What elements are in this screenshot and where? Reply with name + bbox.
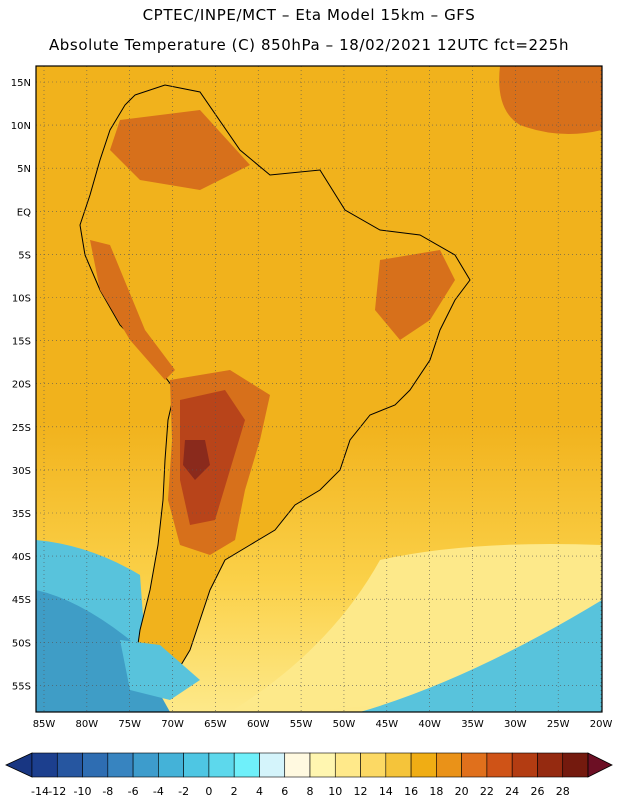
- longitude-labels: 85W 80W 75W 70W 65W 60W 55W 50W 45W 40W 35W 30W 25W 2…: [33, 719, 613, 730]
- colorbar-box: [284, 752, 311, 778]
- chart-title-line1: CPTEC/INPE/MCT – Eta Model 15km – GFS: [142, 6, 476, 24]
- temperature-field: [36, 66, 602, 712]
- latitude-label: 40S: [12, 552, 31, 563]
- colorbar-boxes: [31, 752, 589, 778]
- latitude-label: 35S: [12, 509, 31, 520]
- colorbar-label: 26: [530, 785, 544, 798]
- colorbar-label: 14: [379, 785, 393, 798]
- longitude-label: 45W: [375, 719, 398, 730]
- longitude-label: 75W: [118, 719, 141, 730]
- latitude-label: 10S: [12, 294, 31, 305]
- latitude-label: 15N: [11, 78, 31, 89]
- warm-ocean-patch: [499, 66, 602, 134]
- colorbar-box: [183, 752, 210, 778]
- colorbar-label: 16: [404, 785, 418, 798]
- hot-northern-region: [110, 110, 250, 190]
- colorbar-box: [31, 752, 58, 778]
- colorbar-box: [385, 752, 412, 778]
- colorbar-label: -6: [128, 785, 139, 798]
- colorbar-box: [410, 752, 437, 778]
- colorbar-label: 18: [429, 785, 443, 798]
- colorbar-labels: -14 -12 -10 -8 -6 -4 -2 0 2 4 6 8 10 12 14 16 18 20 22 24 26…: [31, 785, 570, 798]
- colorbar-over-arrow: [587, 752, 613, 778]
- colorbar-label: 2: [231, 785, 238, 798]
- latitude-label: 55S: [12, 681, 31, 692]
- hot-northeast-brazil: [375, 250, 455, 340]
- colder-ocean-southeast: [360, 600, 602, 712]
- hot-andes-strip: [90, 240, 175, 380]
- colorbar-label: -14: [31, 785, 49, 798]
- colorbar-label: 24: [505, 785, 519, 798]
- colorbar-box: [486, 752, 513, 778]
- latitude-label: 50S: [12, 638, 31, 649]
- chart-title-line2: Absolute Temperature (C) 850hPa – 18/02/…: [48, 36, 570, 54]
- colorbar-label: 10: [328, 785, 342, 798]
- colorbar-box: [259, 752, 286, 778]
- latitude-label: 10N: [11, 121, 31, 132]
- longitude-label: 20W: [590, 719, 613, 730]
- colorbar-box: [334, 752, 361, 778]
- latitude-label: 25S: [12, 423, 31, 434]
- longitude-label: 55W: [290, 719, 313, 730]
- hottest-core: [183, 440, 210, 480]
- longitude-label: 25W: [547, 719, 570, 730]
- colorbar-box: [107, 752, 134, 778]
- latitude-labels: 15N 10N 5N EQ 5S 10S 15S 20S 25S 30S 35S 40S 45S 50S 5…: [11, 78, 31, 692]
- longitude-label: 65W: [204, 719, 227, 730]
- colorbar-label: 6: [281, 785, 288, 798]
- colorbar: -14 -12 -10 -8 -6 -4 -2 0 2 4 6 8 10 12 14 16 18 20 22 24 26…: [5, 752, 613, 798]
- colorbar-box: [461, 752, 488, 778]
- hotter-interior-region: [180, 390, 245, 525]
- longitude-label: 35W: [461, 719, 484, 730]
- colorbar-label: 20: [455, 785, 469, 798]
- colorbar-label: 4: [256, 785, 263, 798]
- colorbar-label: -2: [178, 785, 189, 798]
- colorbar-label: -10: [74, 785, 92, 798]
- colorbar-box: [132, 752, 159, 778]
- longitude-label: 80W: [76, 719, 99, 730]
- colorbar-box: [511, 752, 538, 778]
- colorbar-box: [537, 752, 564, 778]
- colorbar-box: [309, 752, 336, 778]
- tierra-del-fuego-cold: [120, 640, 200, 700]
- latitude-label: 30S: [12, 466, 31, 477]
- longitude-label: 50W: [333, 719, 356, 730]
- colorbar-box: [233, 752, 260, 778]
- colorbar-box: [360, 752, 387, 778]
- colorbar-box: [436, 752, 462, 778]
- latitude-label: 20S: [12, 380, 31, 391]
- latitude-label: 5N: [17, 164, 31, 175]
- latitude-label: 5S: [18, 250, 31, 261]
- colorbar-label: -4: [153, 785, 164, 798]
- colorbar-box: [208, 752, 235, 778]
- latitude-label: 45S: [12, 595, 31, 606]
- colorbar-box: [562, 752, 589, 778]
- colorbar-box: [56, 752, 83, 778]
- longitude-label: 70W: [161, 719, 184, 730]
- latitude-label: 15S: [12, 337, 31, 348]
- colorbar-label: 8: [307, 785, 314, 798]
- colorbar-label: -12: [48, 785, 66, 798]
- map-frame: [35, 65, 603, 713]
- latitude-label: EQ: [17, 207, 31, 218]
- colorbar-box: [158, 752, 184, 778]
- longitude-label: 60W: [247, 719, 270, 730]
- colorbar-box: [82, 752, 109, 778]
- longitude-label: 40W: [418, 719, 441, 730]
- colorbar-label: 22: [480, 785, 494, 798]
- colorbar-label: -8: [102, 785, 113, 798]
- longitude-label: 30W: [504, 719, 527, 730]
- colorbar-label: 0: [205, 785, 212, 798]
- longitude-label: 85W: [33, 719, 56, 730]
- colorbar-under-arrow: [5, 752, 33, 778]
- colorbar-label: 28: [556, 785, 570, 798]
- colorbar-label: 12: [354, 785, 368, 798]
